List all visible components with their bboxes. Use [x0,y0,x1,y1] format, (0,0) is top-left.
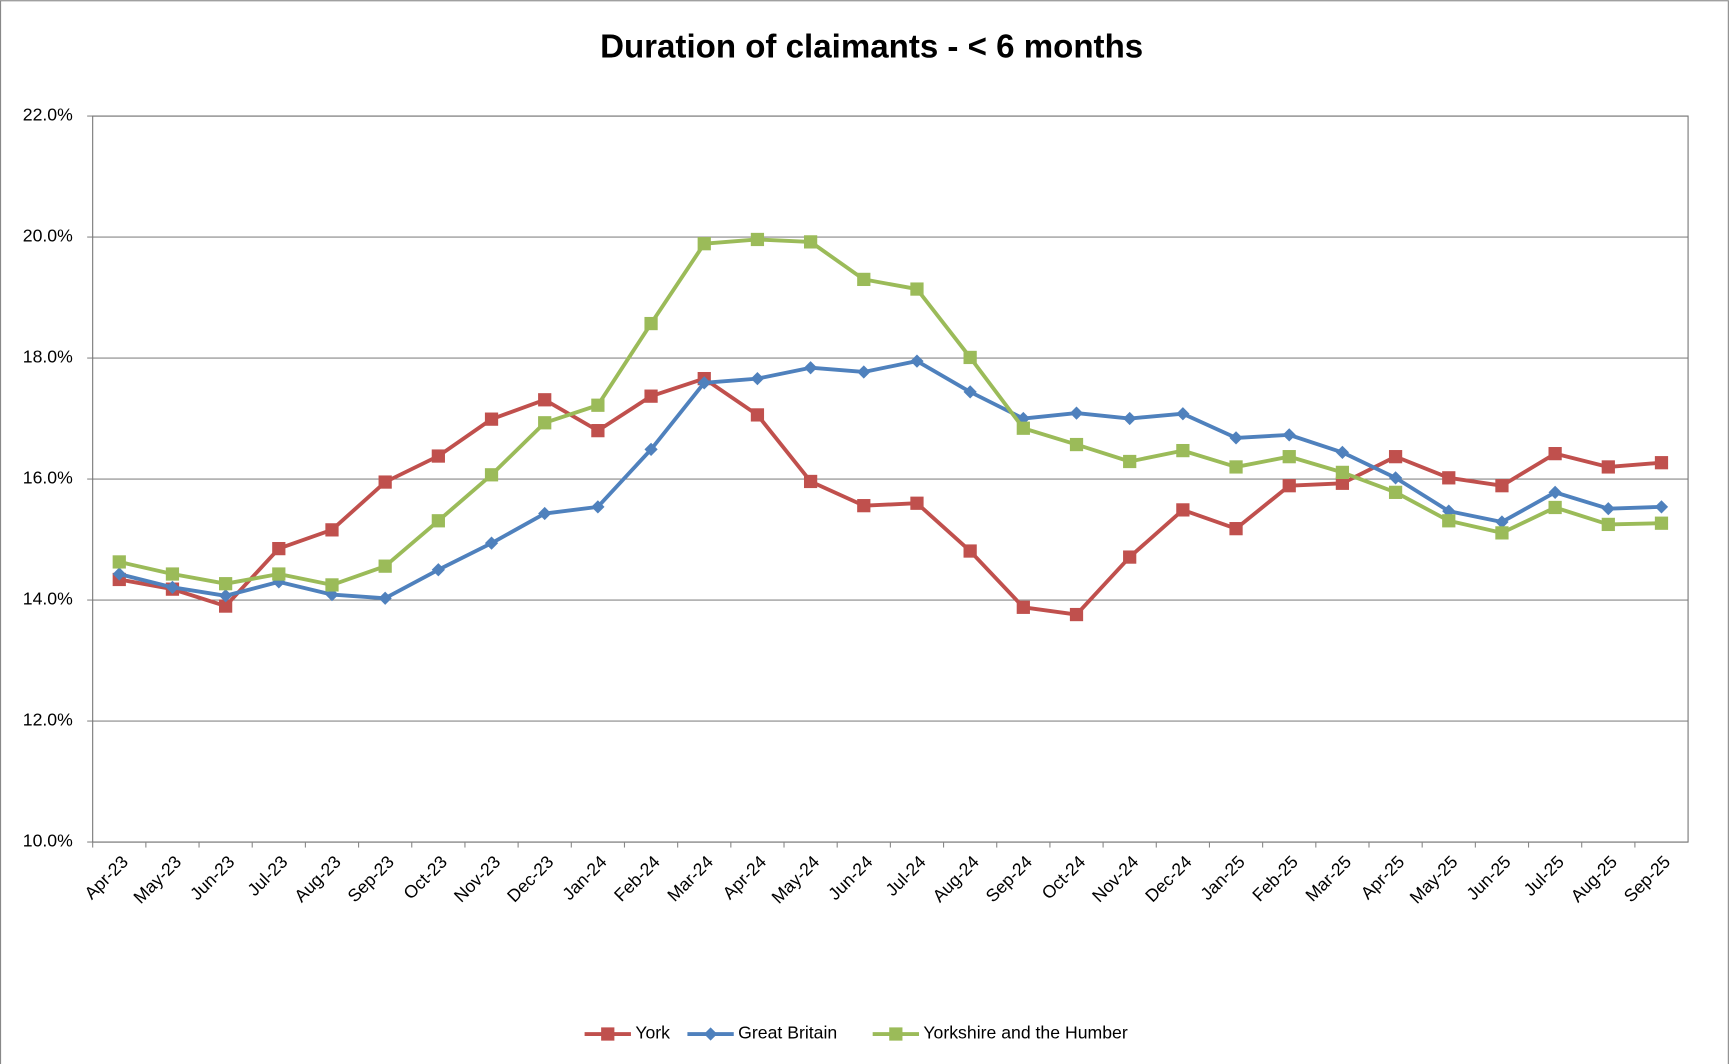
point-marker [963,385,977,399]
point-marker [325,578,339,592]
point-marker [644,389,658,403]
point-marker [484,468,499,482]
point-marker [378,559,392,573]
point-marker [1069,607,1084,622]
y-tick-label: 12.0% [23,710,73,730]
point-marker [750,408,765,422]
point-marker [1176,443,1190,458]
point-marker [644,316,658,331]
y-tick-label: 22.0% [23,105,73,125]
point-marker [697,376,711,390]
point-marker [750,371,765,386]
point-marker [1069,437,1084,452]
series-line [118,376,1662,617]
series-line [118,359,1662,601]
point-marker [1229,460,1243,474]
series-line [118,237,1662,587]
point-marker [697,237,711,251]
point-marker [219,599,233,613]
point-marker [1442,514,1456,528]
y-tick-label: 18.0% [23,347,73,367]
point-marker [538,393,552,407]
point-marker [857,272,871,287]
point-marker [165,580,180,594]
legend-marker [601,1027,615,1041]
point-marker [1548,485,1562,499]
point-marker [910,282,924,296]
point-marker [591,424,605,438]
point-marker [910,496,924,510]
point-marker [963,544,977,558]
point-marker [272,567,286,581]
point-marker [1123,550,1137,564]
point-marker [1069,406,1084,420]
point-marker [857,499,871,513]
point-marker [1654,500,1669,514]
point-marker [1335,445,1350,460]
point-marker [112,567,126,581]
point-marker [591,398,605,412]
point-marker [431,449,445,463]
point-marker [1229,431,1243,445]
point-marker [1548,447,1562,461]
point-marker [272,541,286,556]
point-marker [1495,479,1509,493]
point-marker [1654,516,1669,530]
y-tick-label: 20.0% [23,226,73,246]
point-marker [1601,517,1615,532]
point-marker [1335,476,1350,490]
point-marker [112,555,126,569]
point-marker [484,412,499,426]
point-marker [219,589,233,603]
point-marker [325,523,339,537]
point-marker [1016,600,1030,614]
point-marker [1282,450,1296,464]
point-marker [1654,456,1669,470]
point-marker [165,567,180,581]
point-marker [1601,502,1615,516]
point-marker [1123,454,1137,469]
point-marker [1176,503,1190,517]
point-marker [1548,500,1562,515]
point-marker [1016,421,1030,435]
point-marker [378,475,392,489]
point-marker [750,232,765,247]
y-tick-label: 16.0% [23,468,73,488]
point-marker [803,235,818,249]
point-marker [644,442,658,457]
legend-label: Great Britain [738,1023,837,1043]
legend-label: Yorkshire and the Humber [923,1023,1127,1043]
point-marker [431,514,445,528]
point-marker [1229,522,1243,536]
point-marker [1388,450,1403,464]
point-marker [591,500,605,514]
point-marker [1282,479,1296,493]
point-marker [963,350,977,365]
point-marker [1442,471,1456,485]
legend-marker [889,1027,903,1041]
point-marker [1495,526,1509,540]
point-marker [1388,485,1403,499]
point-marker [538,416,552,430]
y-tick-label: 10.0% [23,831,73,851]
point-marker [1335,465,1350,480]
point-marker [1601,460,1615,474]
legend-label: York [635,1023,670,1043]
chart-title: Duration of claimants - < 6 months [600,28,1143,65]
point-marker [803,474,818,489]
y-tick-label: 14.0% [23,589,73,609]
point-marker [219,577,233,591]
point-marker [1495,515,1509,529]
